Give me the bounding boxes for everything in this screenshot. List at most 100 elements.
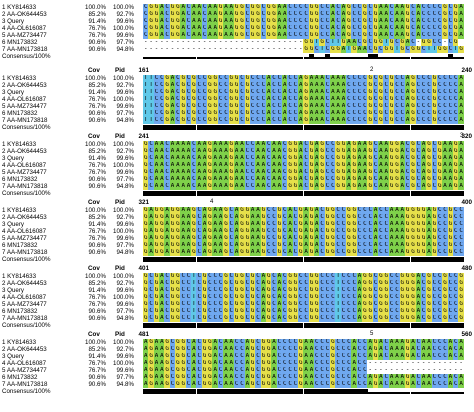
sequence-row[interactable]: 2 AA-OK644453 85.2% 92.7% G C G A C G G C C T C G C C C G C… [0, 280, 474, 287]
sequence-row[interactable]: 7 AA-MN173818 90.6% 94.8% - - - - - - - - - - - - - - - - -… [0, 46, 474, 53]
residue: A [233, 242, 240, 249]
residue: G [372, 381, 379, 388]
residue: A [314, 117, 320, 124]
residue: A [399, 162, 405, 169]
residue: G [159, 235, 165, 242]
sequence-row[interactable]: 2 AA-OK644453 85.2% 92.7% T T C C G A C G C G C C G G C C G… [0, 82, 474, 89]
residue: A [143, 381, 149, 388]
sequence-row[interactable]: 7 AA-MN173818 90.6% 94.8% G C A A C A A A A C A A G A A A G… [0, 183, 474, 190]
sequence-row[interactable]: 5 AA-MZ734477 76.7% 99.6% G A G G A G G A A G C A G A A G C… [0, 235, 474, 242]
residue: A [314, 75, 320, 82]
sequence-row[interactable]: 6 MN173832 90.6% 97.7% G A G G A G G A A G C A G A A G C A G G… [0, 242, 474, 249]
sequence-row[interactable]: 5 AA-MZ734477 76.7% 99.6% G C A A C A A A A C A A G A A A G… [0, 169, 474, 176]
residue: A [159, 374, 165, 381]
sequence-row[interactable]: 1 KY814633 100.0% 100.0% G A G G A G G A A G C A G A A G C A… [0, 207, 474, 214]
sequence-row[interactable]: 3 Query 91.4% 99.6% G C G A C G G C C T C G C C C G C G G C G C A… [0, 287, 474, 294]
residue: G [217, 25, 224, 32]
residue: G [340, 176, 347, 183]
sequence-row[interactable]: 2 AA-OK644453 85.2% 92.7% C G G A C G G A C A A C A A G A A… [0, 11, 474, 18]
residue: C [442, 75, 448, 82]
residue: C [383, 353, 389, 360]
residue: A [164, 207, 170, 214]
residue: C [436, 353, 443, 360]
sequence-row[interactable]: 5 AA-MZ734477 76.7% 99.6% A G A A G C G G C A C G G A C A A… [0, 367, 474, 374]
sequence-row[interactable]: 3 Query 91.4% 99.6% C G G A C G G A C A A C A A G A A G G C G G C… [0, 18, 474, 25]
residue: C [378, 214, 384, 221]
residue: G [410, 287, 416, 294]
sequence-row[interactable]: 3 Query 91.4% 99.6% A G A A G C G G C A C G G A C A A C C A G C G… [0, 353, 474, 360]
residue: A [458, 346, 464, 353]
sequence-name: 7 AA-MN173818 [2, 117, 48, 124]
consensus-tick [239, 57, 245, 59]
residue: G [292, 280, 298, 287]
sequence-row[interactable]: 1 KY814633 100.0% 100.0% G C G A C G G C C T C G C C C G C G… [0, 273, 474, 280]
sequence-row[interactable]: 6 MN173832 90.6% 97.7% T T C C G A C G C G C C G G C C G G C G… [0, 110, 474, 117]
consensus-tick [394, 323, 400, 328]
residue: A [442, 155, 448, 162]
residue: A [399, 148, 405, 155]
sequence-row[interactable]: 2 AA-OK644453 85.2% 92.7% G C A A C A A A A C A A G A A A G… [0, 148, 474, 155]
residue: C [362, 242, 368, 249]
sequence-row[interactable]: 6 MN173832 90.6% 97.7% G C G A C G G C C T C G C C C G C G G C… [0, 308, 474, 315]
sequence-row[interactable]: 4 AA-OL616087 76.7% 100.0% C G G A C G G A C A A C A A G A… [0, 25, 474, 32]
residue: G [367, 117, 373, 124]
residue: A [415, 25, 421, 32]
sequence-row[interactable]: 6 MN173832 90.6% 97.7% G C A A C A A A A C A A G A A A G A A C… [0, 176, 474, 183]
residue: A [394, 32, 400, 39]
sequence-row[interactable]: 1 KY814633 100.0% 100.0% C G G A C G G A C A A C A A G A A G… [0, 4, 474, 11]
sequence-row[interactable]: 4 AA-OL616087 76.7% 100.0% T T C C G A C G C G C C G G C C… [0, 96, 474, 103]
residue: G [169, 287, 176, 294]
residue: C [228, 273, 234, 280]
consensus-tick [431, 257, 438, 262]
residue: C [415, 169, 421, 176]
residue: G [148, 4, 154, 11]
consensus-tick [153, 257, 160, 262]
residue: G [340, 155, 347, 162]
residue: A [276, 301, 282, 308]
sequence-row[interactable]: 1 KY814633 100.0% 100.0% T T C C G A C G C G C C G G C C G G… [0, 75, 474, 82]
sequence-row[interactable]: 7 AA-MN173818 90.6% 94.8% A G A A G C G G C A C G G A C A A… [0, 381, 474, 388]
identity-value: 94.8% [116, 117, 134, 124]
sequence-row[interactable]: 2 AA-OK644453 85.2% 92.7% G A G G A G G A A G C A G A A G C… [0, 214, 474, 221]
residue: A [420, 141, 427, 148]
sequence-row[interactable]: 6 MN173832 90.6% 97.7% - - - - - - - - - - - - - - - - - - - -… [0, 39, 474, 46]
residue: A [201, 249, 208, 256]
sequence-row[interactable]: 3 Query 91.4% 99.6% T T C C G A C G C G C C G G C C G G C G C C C… [0, 89, 474, 96]
sequence-row[interactable]: 2 AA-OK644453 85.2% 92.7% A G A A G C G G C A C G G A C A A… [0, 346, 474, 353]
sequence-row[interactable]: 7 AA-MN173818 90.6% 94.8% T T C C G A C G C G C C G G C C G… [0, 117, 474, 124]
sequence-row[interactable]: 5 AA-MZ734477 76.7% 99.6% T T C C G A C G C G C C G G C C G… [0, 103, 474, 110]
residue: G [410, 89, 416, 96]
sequence-row[interactable]: 5 AA-MZ734477 76.7% 99.6% G C G A C G G C C T C G C C C G C… [0, 301, 474, 308]
sequence-row[interactable]: 3 Query 91.4% 99.6% G A G G A G G A A G C A G A A G C A G G A A G… [0, 221, 474, 228]
sequence-row[interactable]: 1 KY814633 100.0% 100.0% G C A A C A A A A C A A G A A A G A… [0, 141, 474, 148]
residue: G [314, 32, 320, 39]
consensus-tick [233, 191, 240, 196]
residue: A [378, 162, 384, 169]
residue: A [367, 339, 373, 346]
sequence-row[interactable]: 1 KY814633 100.0% 100.0% A G A A G C G G C A C G G A C A A C… [0, 339, 474, 346]
sequence-row[interactable]: 4 AA-OL616087 76.7% 100.0% G C G A C G G C C T C G C C C G… [0, 294, 474, 301]
residue: C [362, 221, 368, 228]
residue: A [169, 141, 176, 148]
residue: C [356, 96, 363, 103]
residue: C [191, 148, 197, 155]
sequence-row[interactable]: 5 AA-MZ734477 76.7% 99.6% C G G A C G G A C A A C A A G A A… [0, 32, 474, 39]
sequence-row[interactable]: 4 AA-OL616087 76.7% 100.0% A G A A G C G G C A C G G A C A… [0, 360, 474, 367]
residue: G [410, 228, 416, 235]
residue: C [388, 32, 395, 39]
residue: A [415, 18, 421, 25]
sequence-row[interactable]: 7 AA-MN173818 90.6% 94.8% G A G G A G G A A G C A G A A G C… [0, 249, 474, 256]
sequence-row[interactable]: 6 MN173832 90.6% 97.7% A G A A G C G G C A C G G A C A A C C A… [0, 374, 474, 381]
residue: A [335, 82, 341, 89]
residue: C [431, 155, 437, 162]
residue: C [452, 381, 459, 388]
sequence-row[interactable]: 4 AA-OL616087 76.7% 100.0% G A G G A G G A A G C A G A A G… [0, 228, 474, 235]
residue: G [378, 110, 384, 117]
sequence-row[interactable]: 7 AA-MN173818 90.6% 94.8% G C G A C G G C C T C G C C C G C… [0, 315, 474, 322]
coverage-value: 90.6% [88, 242, 106, 249]
sequence-row[interactable]: 3 Query 91.4% 99.6% G C A A C A A A A C A A G A A A G A A C C A A… [0, 155, 474, 162]
sequence-row[interactable]: 4 AA-OL616087 76.7% 100.0% G C A A C A A A A C A A G A A A… [0, 162, 474, 169]
residue: A [314, 207, 320, 214]
residue: A [383, 25, 389, 32]
